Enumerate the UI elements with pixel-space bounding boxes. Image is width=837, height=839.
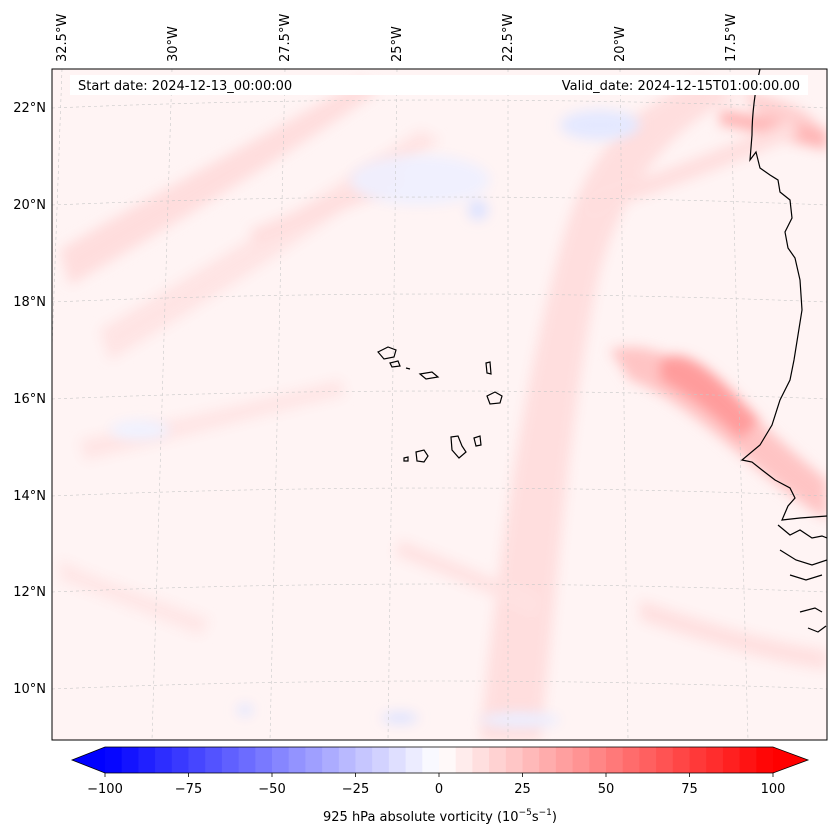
colorbar-ticks: −100 −75 −50 −25 0 25 50 75 100 bbox=[87, 782, 785, 797]
start-date-label: Start date: 2024-12-13_00:00:00 bbox=[78, 79, 292, 94]
colorbar-cell bbox=[205, 747, 223, 773]
lat-label: 16°N bbox=[13, 392, 46, 407]
colorbar-label-end: ) bbox=[552, 810, 557, 825]
colorbar-label-exp1: −5 bbox=[519, 808, 532, 818]
vorticity-field bbox=[52, 69, 827, 740]
lon-label: 25°W bbox=[390, 26, 405, 62]
colorbar-cell bbox=[555, 747, 574, 773]
cape-verde-sao-vicente bbox=[389, 360, 401, 368]
colorbar-cell bbox=[756, 747, 774, 773]
cape-verde-brava bbox=[403, 456, 409, 462]
colorbar-cell bbox=[422, 747, 440, 773]
colorbar-cell bbox=[188, 747, 206, 773]
colorbar-cell bbox=[221, 747, 240, 773]
colorbar-cell bbox=[372, 747, 390, 773]
colorbar-extend-high bbox=[773, 747, 808, 773]
colorbar-cell bbox=[522, 747, 540, 773]
valid-date-label: Valid_date: 2024-12-15T01:00:00.00 bbox=[562, 79, 800, 94]
colorbar-cell bbox=[656, 747, 674, 773]
colorbar-cell bbox=[739, 747, 757, 773]
colorbar-cell bbox=[155, 747, 173, 773]
africa-coastline bbox=[740, 69, 827, 521]
graticule bbox=[52, 69, 827, 740]
colorbar-tick-label: −50 bbox=[258, 782, 285, 797]
lat-label: 14°N bbox=[13, 489, 46, 504]
colorbar-extend-low bbox=[72, 747, 105, 773]
date-header-box bbox=[70, 75, 808, 95]
colorbar-cell bbox=[672, 747, 691, 773]
map-frame bbox=[51, 68, 828, 741]
latitude-labels: 22°N 20°N 18°N 16°N 14°N 12°N 10°N bbox=[13, 101, 46, 697]
colorbar-cell bbox=[105, 747, 123, 773]
colorbar-cell bbox=[171, 747, 190, 773]
cape-verde-boa-vista bbox=[486, 391, 503, 405]
colorbar-cell bbox=[255, 747, 273, 773]
cape-verde-santa-luzia bbox=[405, 367, 411, 370]
cape-verde-santiago bbox=[450, 435, 467, 459]
colorbar: −100 −75 −50 −25 0 25 50 75 100 925 hPa … bbox=[70, 746, 810, 825]
colorbar-cell bbox=[639, 747, 657, 773]
colorbar-cell bbox=[622, 747, 640, 773]
lon-label: 20°W bbox=[613, 26, 628, 62]
lon-label: 27.5°W bbox=[278, 14, 293, 62]
colorbar-cell bbox=[489, 747, 507, 773]
cape-verde-sal bbox=[485, 361, 492, 375]
colorbar-tick-label: −100 bbox=[87, 782, 123, 797]
cape-verde-fogo bbox=[415, 449, 429, 463]
colorbar-cells bbox=[105, 747, 774, 773]
colorbar-tick-label: 50 bbox=[598, 782, 615, 797]
colorbar-label-exp2: −1 bbox=[539, 808, 552, 818]
colorbar-cell bbox=[689, 747, 707, 773]
colorbar-cell bbox=[288, 747, 306, 773]
colorbar-tick-label: 0 bbox=[435, 782, 443, 797]
longitude-labels: 32.5°W 30°W 27.5°W 25°W 22.5°W 20°W 17.5… bbox=[55, 14, 739, 62]
cape-verde-santo-antao bbox=[377, 346, 397, 360]
colorbar-cell bbox=[606, 747, 624, 773]
colorbar-cell bbox=[322, 747, 340, 773]
colorbar-tick-label: −25 bbox=[342, 782, 369, 797]
colorbar-cell bbox=[572, 747, 590, 773]
colorbar-cell bbox=[539, 747, 557, 773]
lat-label: 10°N bbox=[13, 682, 46, 697]
colorbar-cell bbox=[388, 747, 407, 773]
lat-label: 20°N bbox=[13, 198, 46, 213]
colorbar-cell bbox=[121, 747, 139, 773]
colorbar-tick-label: 100 bbox=[761, 782, 786, 797]
cape-verde-sao-nicolau bbox=[418, 371, 440, 380]
colorbar-cell bbox=[439, 747, 457, 773]
colorbar-cell bbox=[238, 747, 256, 773]
colorbar-cell bbox=[355, 747, 373, 773]
colorbar-label-mid: s bbox=[532, 810, 539, 825]
colorbar-label: 925 hPa absolute vorticity (10−5s−1) bbox=[323, 808, 557, 825]
colorbar-cell bbox=[505, 747, 524, 773]
lon-label: 22.5°W bbox=[501, 14, 516, 62]
colorbar-tick-marks bbox=[104, 773, 774, 777]
colorbar-label-text: 925 hPa absolute vorticity (10 bbox=[323, 810, 519, 825]
colorbar-tick-label: 25 bbox=[514, 782, 531, 797]
colorbar-cell bbox=[455, 747, 473, 773]
colorbar-cell bbox=[706, 747, 724, 773]
lat-label: 22°N bbox=[13, 101, 46, 116]
colorbar-cell bbox=[472, 747, 490, 773]
colorbar-cell bbox=[338, 747, 357, 773]
negative-vorticity-shading bbox=[110, 110, 640, 728]
map-panel: Start date: 2024-12-13_00:00:00 Valid_da… bbox=[13, 14, 828, 741]
gambia-casamance-coastline bbox=[777, 524, 827, 633]
colorbar-tick-label: 75 bbox=[681, 782, 698, 797]
colorbar-cell bbox=[589, 747, 607, 773]
coastlines bbox=[377, 69, 827, 633]
colorbar-cell bbox=[405, 747, 423, 773]
lon-label: 17.5°W bbox=[724, 14, 739, 62]
lon-label: 30°W bbox=[166, 26, 181, 62]
lat-label: 12°N bbox=[13, 585, 46, 600]
colorbar-cell bbox=[722, 747, 741, 773]
cape-verde-maio bbox=[473, 435, 482, 447]
colorbar-cell bbox=[138, 747, 156, 773]
lat-label: 18°N bbox=[13, 295, 46, 310]
colorbar-cell bbox=[272, 747, 290, 773]
lon-label: 32.5°W bbox=[55, 14, 70, 62]
colorbar-tick-label: −75 bbox=[175, 782, 202, 797]
colorbar-cell bbox=[305, 747, 323, 773]
